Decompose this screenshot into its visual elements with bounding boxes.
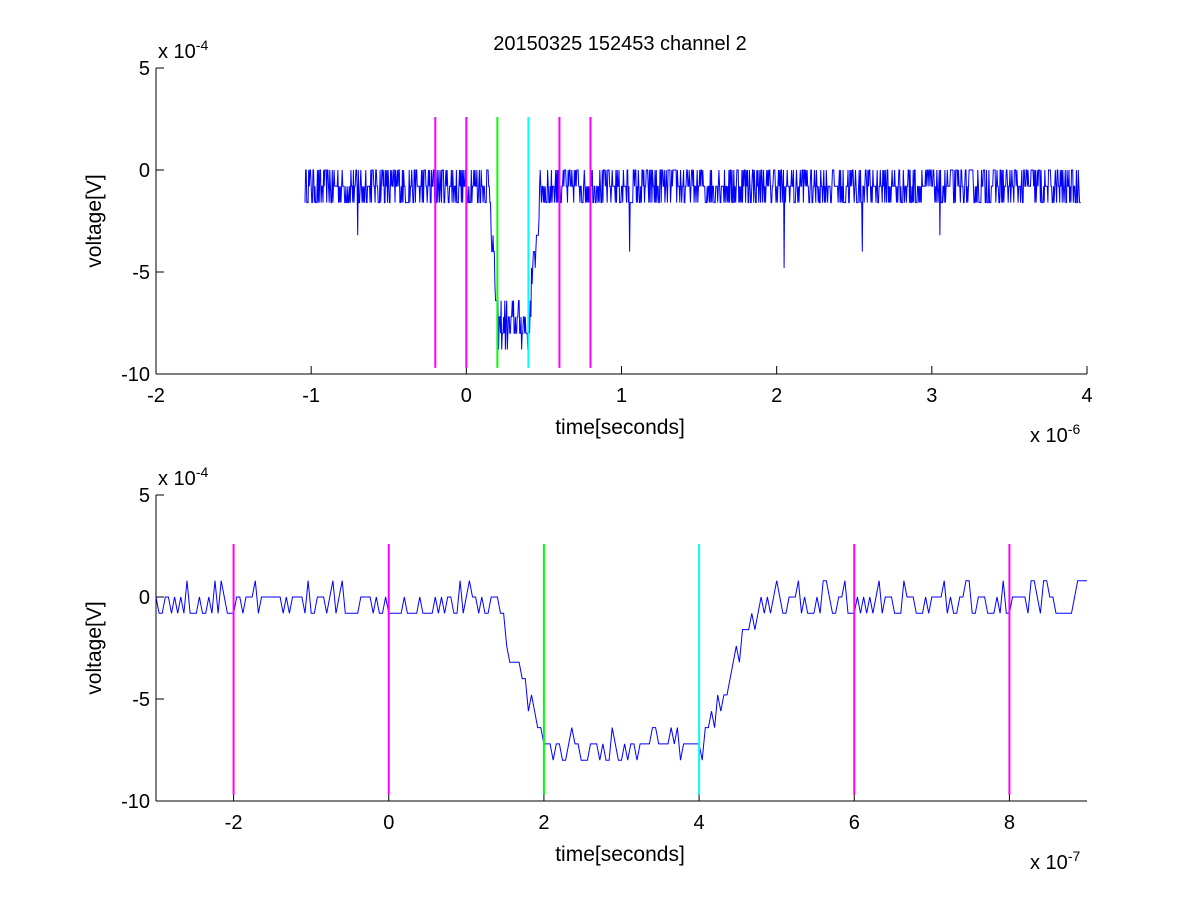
x-tick-label: -2 [147, 385, 165, 407]
y-exponent-power: -4 [196, 37, 209, 53]
y-tick-label: -5 [132, 689, 150, 711]
y-tick-label: 5 [139, 58, 150, 80]
y-tick-label: -5 [132, 262, 150, 284]
x-tick-label: 1 [616, 385, 627, 407]
x-tick-label: 6 [849, 812, 860, 834]
signal-trace-line [304, 169, 1081, 350]
x-tick-label: 4 [694, 812, 705, 834]
x-exponent-power: -7 [1068, 848, 1081, 864]
y-tick-label: 5 [139, 485, 150, 507]
x-tick-label: 2 [771, 385, 782, 407]
x-tick-label: -2 [225, 812, 243, 834]
x-tick-label: 4 [1081, 385, 1092, 407]
x-tick-label: 0 [383, 812, 394, 834]
x-exponent-label: x 10-6 [1030, 421, 1080, 447]
y-exponent-label: x 10-4 [158, 37, 208, 63]
y-tick-label: -10 [121, 364, 150, 386]
x-exponent-power: -6 [1068, 421, 1081, 437]
x-tick-label: 3 [926, 385, 937, 407]
y-tick-label: 0 [139, 587, 150, 609]
x-exponent-label: x 10-7 [1030, 848, 1080, 874]
y-exponent-label: x 10-4 [158, 464, 208, 490]
signal-trace-line [155, 580, 1087, 761]
y-tick-label: 0 [139, 160, 150, 182]
x-tick-label: 2 [538, 812, 549, 834]
y-exponent-power: -4 [196, 464, 209, 480]
x-tick-label: 8 [1004, 812, 1015, 834]
y-tick-label: -10 [121, 791, 150, 813]
y-axis-label: voltage[V] [83, 174, 106, 267]
x-tick-label: -1 [302, 385, 320, 407]
figure-title: 20150325 152453 channel 2 [493, 33, 747, 55]
y-axis-label: voltage[V] [83, 601, 106, 694]
x-axis-label: time[seconds] [555, 843, 685, 866]
x-tick-label: 0 [461, 385, 472, 407]
x-axis-label: time[seconds] [555, 416, 685, 439]
